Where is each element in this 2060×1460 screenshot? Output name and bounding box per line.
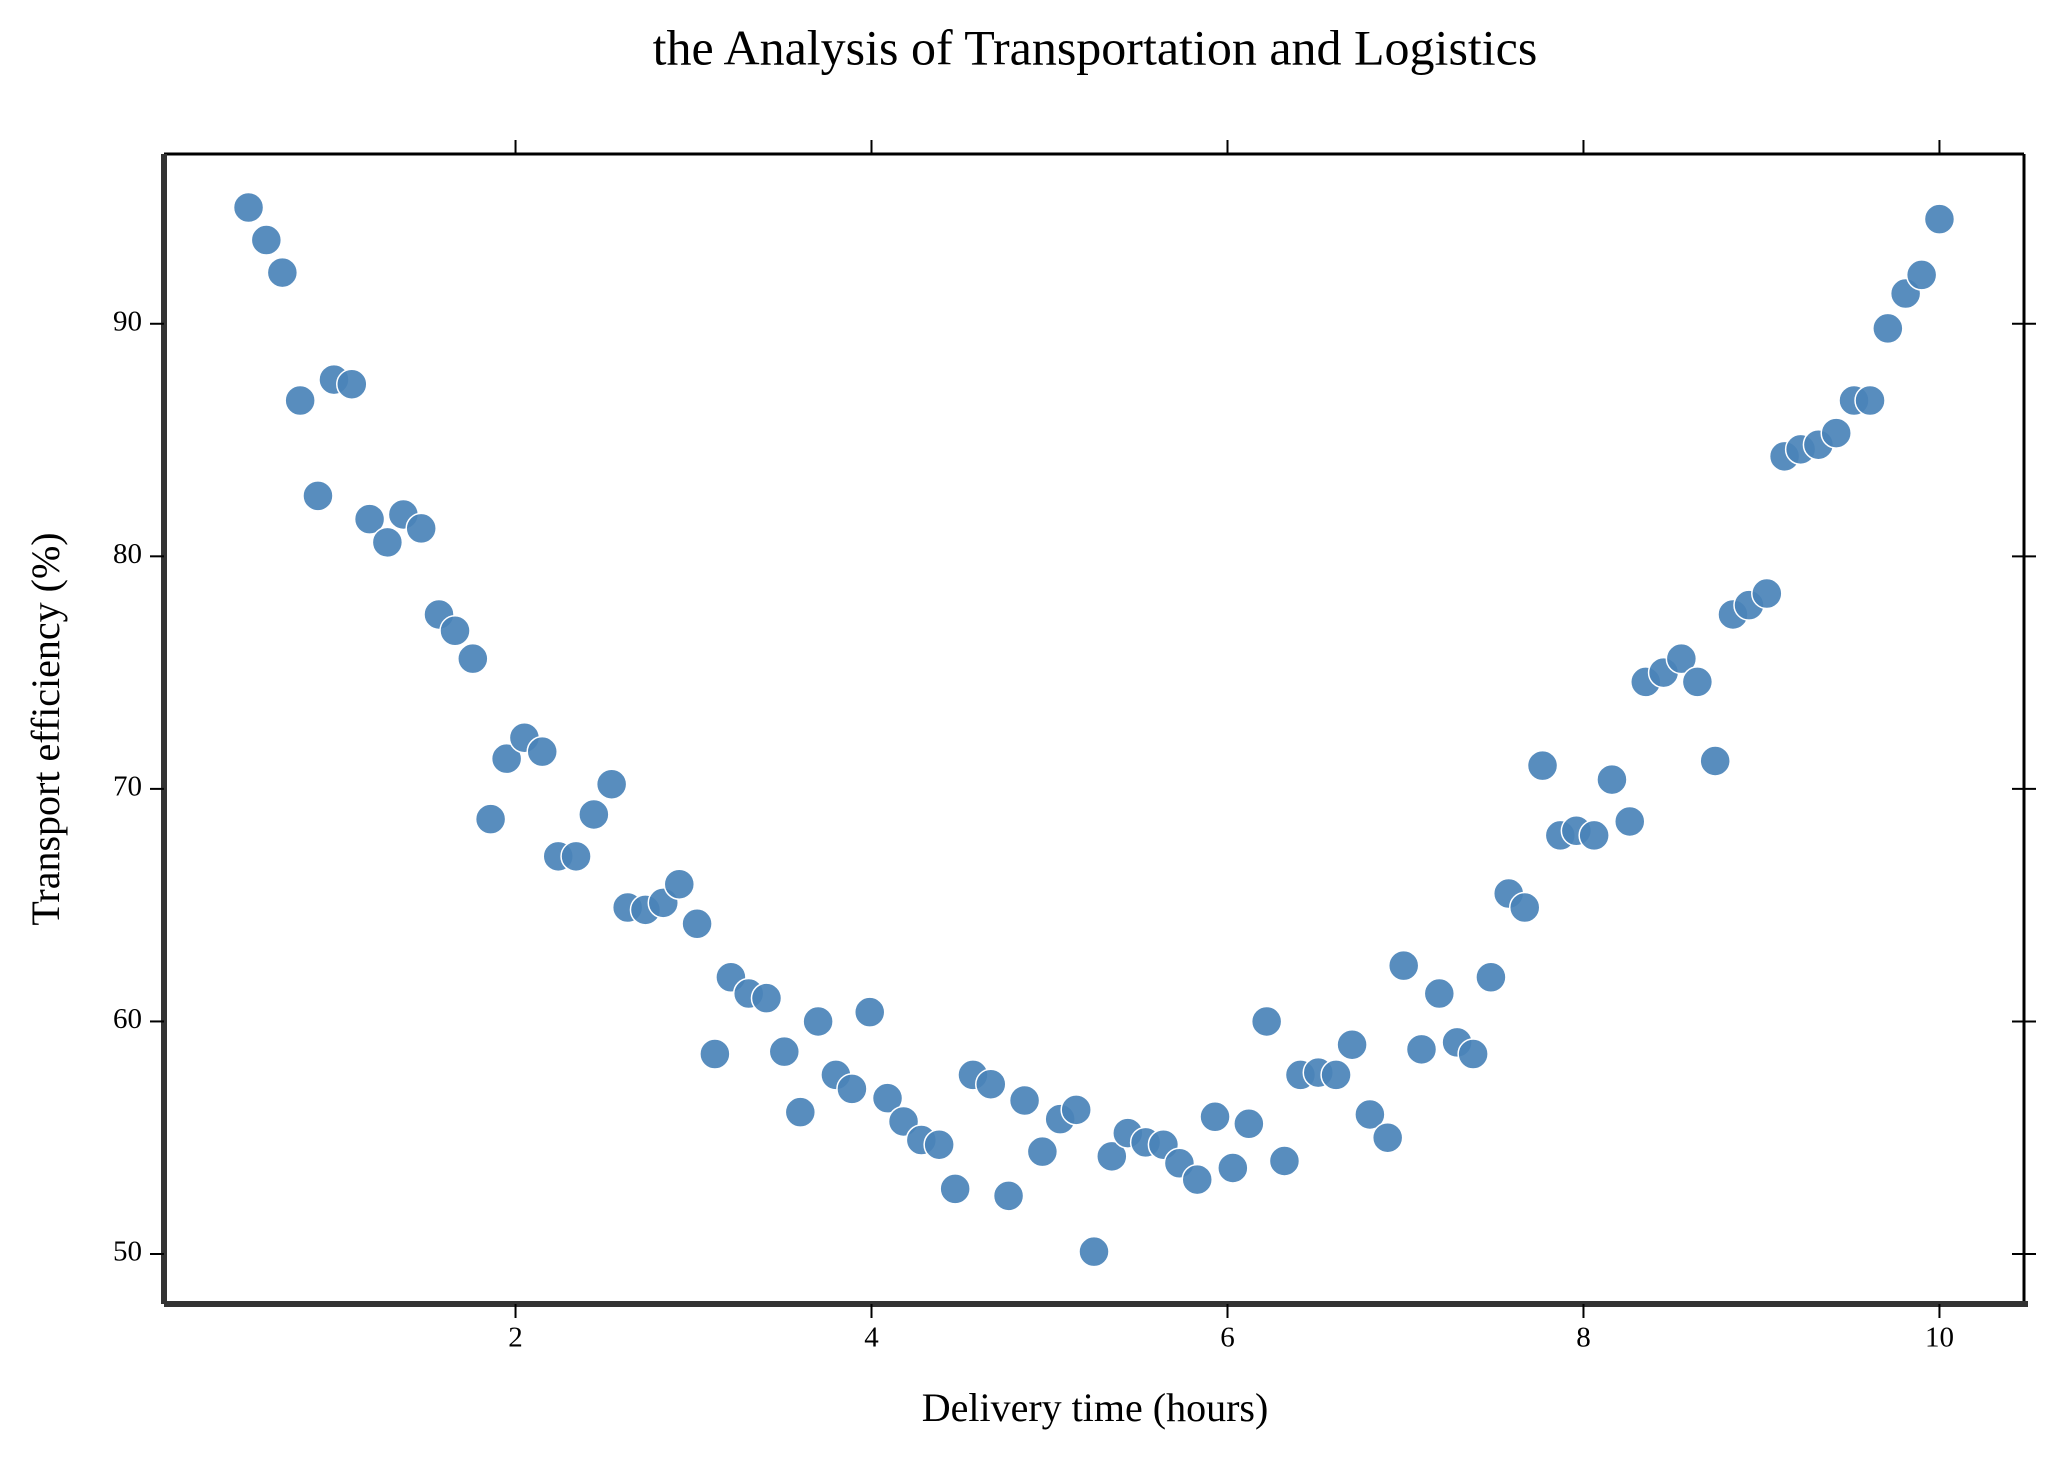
scatter-point	[1387, 949, 1420, 982]
scatter-point	[1371, 1121, 1404, 1154]
scatter-point	[1268, 1145, 1301, 1177]
scatter-point	[250, 224, 283, 256]
scatter-point	[802, 1005, 834, 1038]
scatter-point	[750, 982, 783, 1014]
scatter-point	[1905, 259, 1938, 291]
scatter-point	[1320, 1059, 1352, 1091]
scatter-point	[699, 1038, 731, 1070]
y-tick-label: 50	[113, 1236, 142, 1268]
scatter-point	[1526, 749, 1559, 782]
scatter-point	[1820, 417, 1852, 449]
scatter-point	[1596, 763, 1628, 796]
scatter-point	[1008, 1084, 1041, 1117]
scatter-point	[526, 735, 558, 768]
scatter-point	[1217, 1152, 1249, 1184]
scatter-point	[1026, 1135, 1059, 1168]
scatter-point	[302, 480, 334, 512]
scatter-point	[578, 798, 610, 831]
scatter-point	[1354, 1098, 1386, 1131]
scatter-point	[266, 256, 299, 289]
chart-title: the Analysis of Transportation and Logis…	[653, 19, 1538, 75]
scatter-point	[457, 642, 489, 675]
scatter-point	[681, 908, 713, 940]
scatter-point	[1078, 1235, 1110, 1268]
scatter-point	[490, 742, 523, 775]
y-tick-label: 60	[113, 1003, 142, 1035]
scatter-point	[1751, 577, 1783, 610]
scatter-point	[1923, 203, 1956, 235]
scatter-point	[1665, 642, 1698, 675]
scatter-point	[1405, 1033, 1438, 1066]
scatter-point	[1614, 805, 1646, 838]
y-tick-label: 90	[113, 305, 142, 337]
scatter-point	[1096, 1140, 1128, 1173]
scatter-point	[836, 1073, 868, 1105]
scatter-point	[1250, 1005, 1283, 1038]
scatter-point	[853, 996, 886, 1028]
scatter-point	[1423, 977, 1456, 1010]
scatter-point	[1336, 1028, 1368, 1061]
scatter-point	[1854, 384, 1886, 417]
x-axis-label: Delivery time (hours)	[922, 1385, 1269, 1430]
y-axis-label: Transport efficiency (%)	[23, 532, 68, 925]
scatter-point	[353, 503, 386, 535]
x-tick-label: 6	[1220, 1322, 1235, 1354]
scatter-point	[1508, 891, 1541, 924]
scatter-point	[992, 1180, 1025, 1212]
scatter-point	[1199, 1101, 1231, 1133]
scatter-point	[371, 526, 404, 559]
x-tick-label: 10	[1925, 1322, 1954, 1354]
x-tick-label: 8	[1576, 1322, 1591, 1354]
scatter-point	[1681, 666, 1714, 698]
y-tick-label: 80	[113, 538, 142, 570]
scatter-point	[784, 1096, 817, 1128]
x-tick-label: 2	[508, 1322, 523, 1354]
scatter-point	[232, 191, 265, 224]
scatter-point	[336, 368, 368, 400]
scatter-point	[939, 1173, 971, 1205]
scatter-point	[663, 868, 696, 900]
scatter-point	[284, 384, 316, 417]
scatter-point	[560, 840, 592, 873]
y-tick-label: 70	[113, 771, 142, 803]
scatter-point	[439, 614, 471, 647]
scatter-point	[1699, 745, 1731, 777]
x-tick-label: 4	[864, 1322, 879, 1354]
scatter-point	[923, 1128, 955, 1161]
scatter-point	[1233, 1108, 1265, 1140]
scatter-point	[1181, 1163, 1213, 1196]
scatter-point	[474, 803, 507, 835]
scatter-point	[975, 1068, 1007, 1100]
scatter-point	[871, 1082, 904, 1114]
scatter-point	[1457, 1038, 1489, 1070]
scatter-point	[1060, 1094, 1092, 1126]
scatter-point	[405, 512, 437, 545]
scatter-point	[1475, 961, 1507, 994]
scatter-point	[1578, 819, 1610, 852]
scatter-point	[768, 1035, 801, 1068]
scatter-point	[1872, 312, 1904, 345]
scatter-point	[595, 768, 628, 800]
